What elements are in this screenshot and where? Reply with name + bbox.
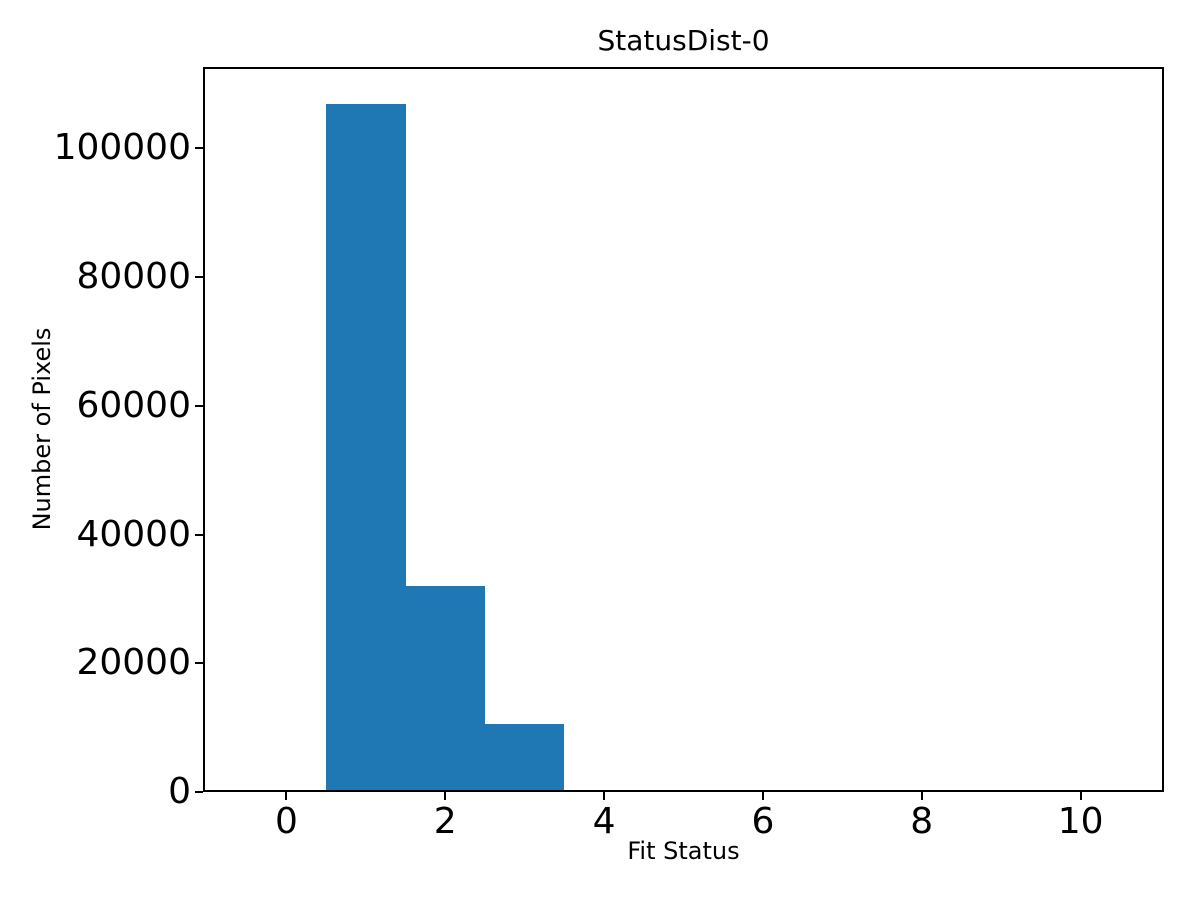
y-tick-label: 20000 [76,642,191,684]
y-tick-label: 60000 [76,384,191,426]
x-tick-label: 6 [751,801,775,842]
x-tick-label: 10 [1057,801,1104,842]
x-tick-mark [761,792,764,800]
bars-layer [205,69,1162,790]
y-tick-mark [195,404,203,407]
x-tick-mark [285,792,288,800]
x-tick-label: 2 [433,801,457,842]
y-tick-mark [195,147,203,150]
y-tick-mark [195,276,203,279]
x-tick-label: 4 [592,801,616,842]
x-tick-mark [603,792,606,800]
chart-title: StatusDist-0 [597,24,770,57]
histogram-bar [326,103,406,790]
histogram-bar [405,586,485,790]
y-tick-mark [195,791,203,793]
plot-area [203,67,1164,792]
y-tick-label: 100000 [53,127,191,169]
y-tick-mark [195,662,203,665]
x-tick-mark [444,792,447,800]
y-tick-mark [195,533,203,536]
y-axis-label: Number of Pixels [28,327,56,531]
x-tick-label: 0 [274,801,298,842]
histogram-bar [484,723,565,790]
x-tick-label: 8 [910,801,934,842]
x-axis-label: Fit Status [627,837,740,865]
y-tick-label: 80000 [76,256,191,298]
x-tick-mark [920,792,923,800]
y-tick-label: 0 [168,771,191,812]
x-tick-mark [1079,792,1082,800]
y-tick-label: 40000 [76,513,191,555]
